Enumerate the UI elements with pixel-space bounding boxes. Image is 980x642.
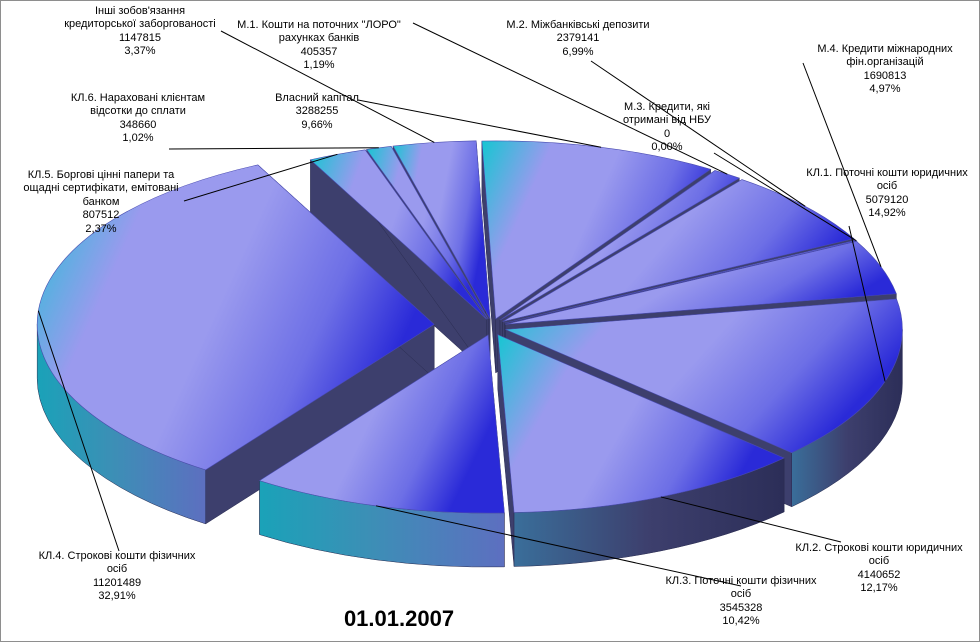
leader-line (713, 152, 857, 242)
data-label-line: 3545328 (719, 601, 763, 614)
data-label-line: 5079120 (865, 193, 909, 206)
leader-line (168, 147, 379, 150)
data-label-line: М.1. Кошти на поточних "ЛОРО" (237, 19, 401, 31)
data-label-line: КЛ.2. Строкові кошти юридичних (795, 542, 963, 554)
data-label-line: Власний капітал (275, 92, 359, 104)
data-label-line: 1690813 (863, 69, 907, 82)
data-label-line: 4140652 (857, 568, 901, 581)
data-label-line: КЛ.4. Строкові кошти фізичних (38, 550, 196, 562)
data-label-line: 2,37% (85, 222, 117, 235)
data-label-line: осіб (868, 555, 890, 568)
data-label-line: КЛ.3. Поточні кошти фізичних (665, 575, 817, 587)
slice-top-face (505, 241, 897, 325)
data-label-line: кредиторської заборгованості (64, 18, 216, 31)
data-label: КЛ.6. Нараховані клієнтам відсотки до спл… (71, 92, 205, 146)
leader-line (412, 22, 728, 175)
slice-top-face (309, 149, 487, 320)
data-label-line: фін.організацій (846, 56, 924, 69)
data-label-line: осіб (730, 588, 752, 601)
pie-slice (309, 148, 487, 374)
data-label-line: Інші зобов'язання (94, 5, 186, 17)
data-label: Інші зобов'язання кредиторської заборгова… (64, 5, 216, 59)
data-label-line: 32,91% (98, 590, 136, 603)
leader-line (220, 30, 435, 143)
data-label: КЛ.1. Поточні кошти юридичних осіб 5079120… (806, 167, 967, 221)
data-label-line: відсотки до сплати (90, 105, 186, 118)
data-label-line: 807512 (82, 209, 120, 222)
data-label-line: 2379141 (556, 32, 600, 45)
slice-top-face (497, 334, 785, 513)
pie-slice (497, 334, 785, 567)
data-label-line: 12,17% (860, 582, 898, 595)
data-label-line: рахунках банків (278, 32, 360, 45)
data-label: КЛ.2. Строкові кошти юридичних осіб 414065… (795, 542, 962, 596)
data-label-line: 0 (663, 127, 671, 140)
data-label-line: 3,37% (124, 45, 156, 58)
pie-slice (36, 164, 435, 525)
leader-line (848, 225, 886, 382)
data-label-line: ощадні сертифікати, емітовані (23, 182, 179, 195)
data-label: М.3. Кредити, які отримані від НБУ 0 0,00% (623, 101, 711, 155)
data-label-line: 0,00% (651, 141, 683, 154)
data-label: М.2. Міжбанківські депозити 2379141 6,99% (506, 19, 649, 59)
data-label-line: 405357 (300, 45, 338, 58)
data-label: КЛ.3. Поточні кошти фізичних осіб 3545328 1… (665, 575, 816, 629)
data-label: М.4. Кредити міжнародних фін.організацій 1… (817, 43, 952, 97)
data-label-line: осіб (106, 563, 128, 576)
slice-top-face (499, 170, 741, 321)
chart-title: 01.01.2007 (343, 606, 455, 631)
data-label-line: 9,66% (301, 118, 333, 131)
data-label-line: М.4. Кредити міжнародних (817, 43, 953, 55)
data-label: КЛ.4. Строкові кошти фізичних осіб 1120148… (39, 550, 196, 604)
leader-line (375, 505, 742, 587)
leader-line (183, 153, 338, 202)
data-label-line: КЛ.6. Нараховані клієнтам (70, 92, 206, 104)
leader-line (590, 60, 806, 207)
data-label: М.1. Кошти на поточних "ЛОРО" рахунках ба… (237, 19, 401, 73)
pie-slice (258, 334, 505, 568)
data-label-line: 4,97% (869, 83, 901, 96)
data-label-line: 10,42% (722, 615, 760, 628)
data-label-line: 11201489 (92, 576, 142, 589)
leader-line (357, 99, 602, 148)
data-label: КЛ.5. Боргові цінні папери та ощадні серт… (23, 169, 178, 236)
data-label-line: 348660 (119, 118, 157, 131)
data-label-line: осіб (876, 180, 898, 193)
data-label-line: 6,99% (562, 45, 594, 58)
data-label-line: 1,19% (303, 59, 335, 72)
leader-line (660, 496, 842, 543)
data-label-line: отримані від НБУ (622, 114, 712, 127)
data-label-line: банком (82, 195, 120, 208)
leader-line (37, 310, 120, 552)
data-label-line: 1147815 (118, 31, 162, 44)
data-label-line: М.3. Кредити, які (624, 101, 710, 113)
data-label-line: 3288255 (295, 105, 339, 118)
data-label-line: 1,02% (122, 132, 154, 145)
data-label-line: КЛ.5. Боргові цінні папери та (27, 169, 175, 181)
data-label-line: 14,92% (868, 207, 906, 220)
data-label: Власний капітал 3288255 9,66% (275, 92, 359, 132)
leader-line (802, 62, 882, 268)
data-label-line: М.2. Міжбанківські депозити (506, 19, 650, 31)
data-label-line: КЛ.1. Поточні кошти юридичних (806, 167, 968, 179)
